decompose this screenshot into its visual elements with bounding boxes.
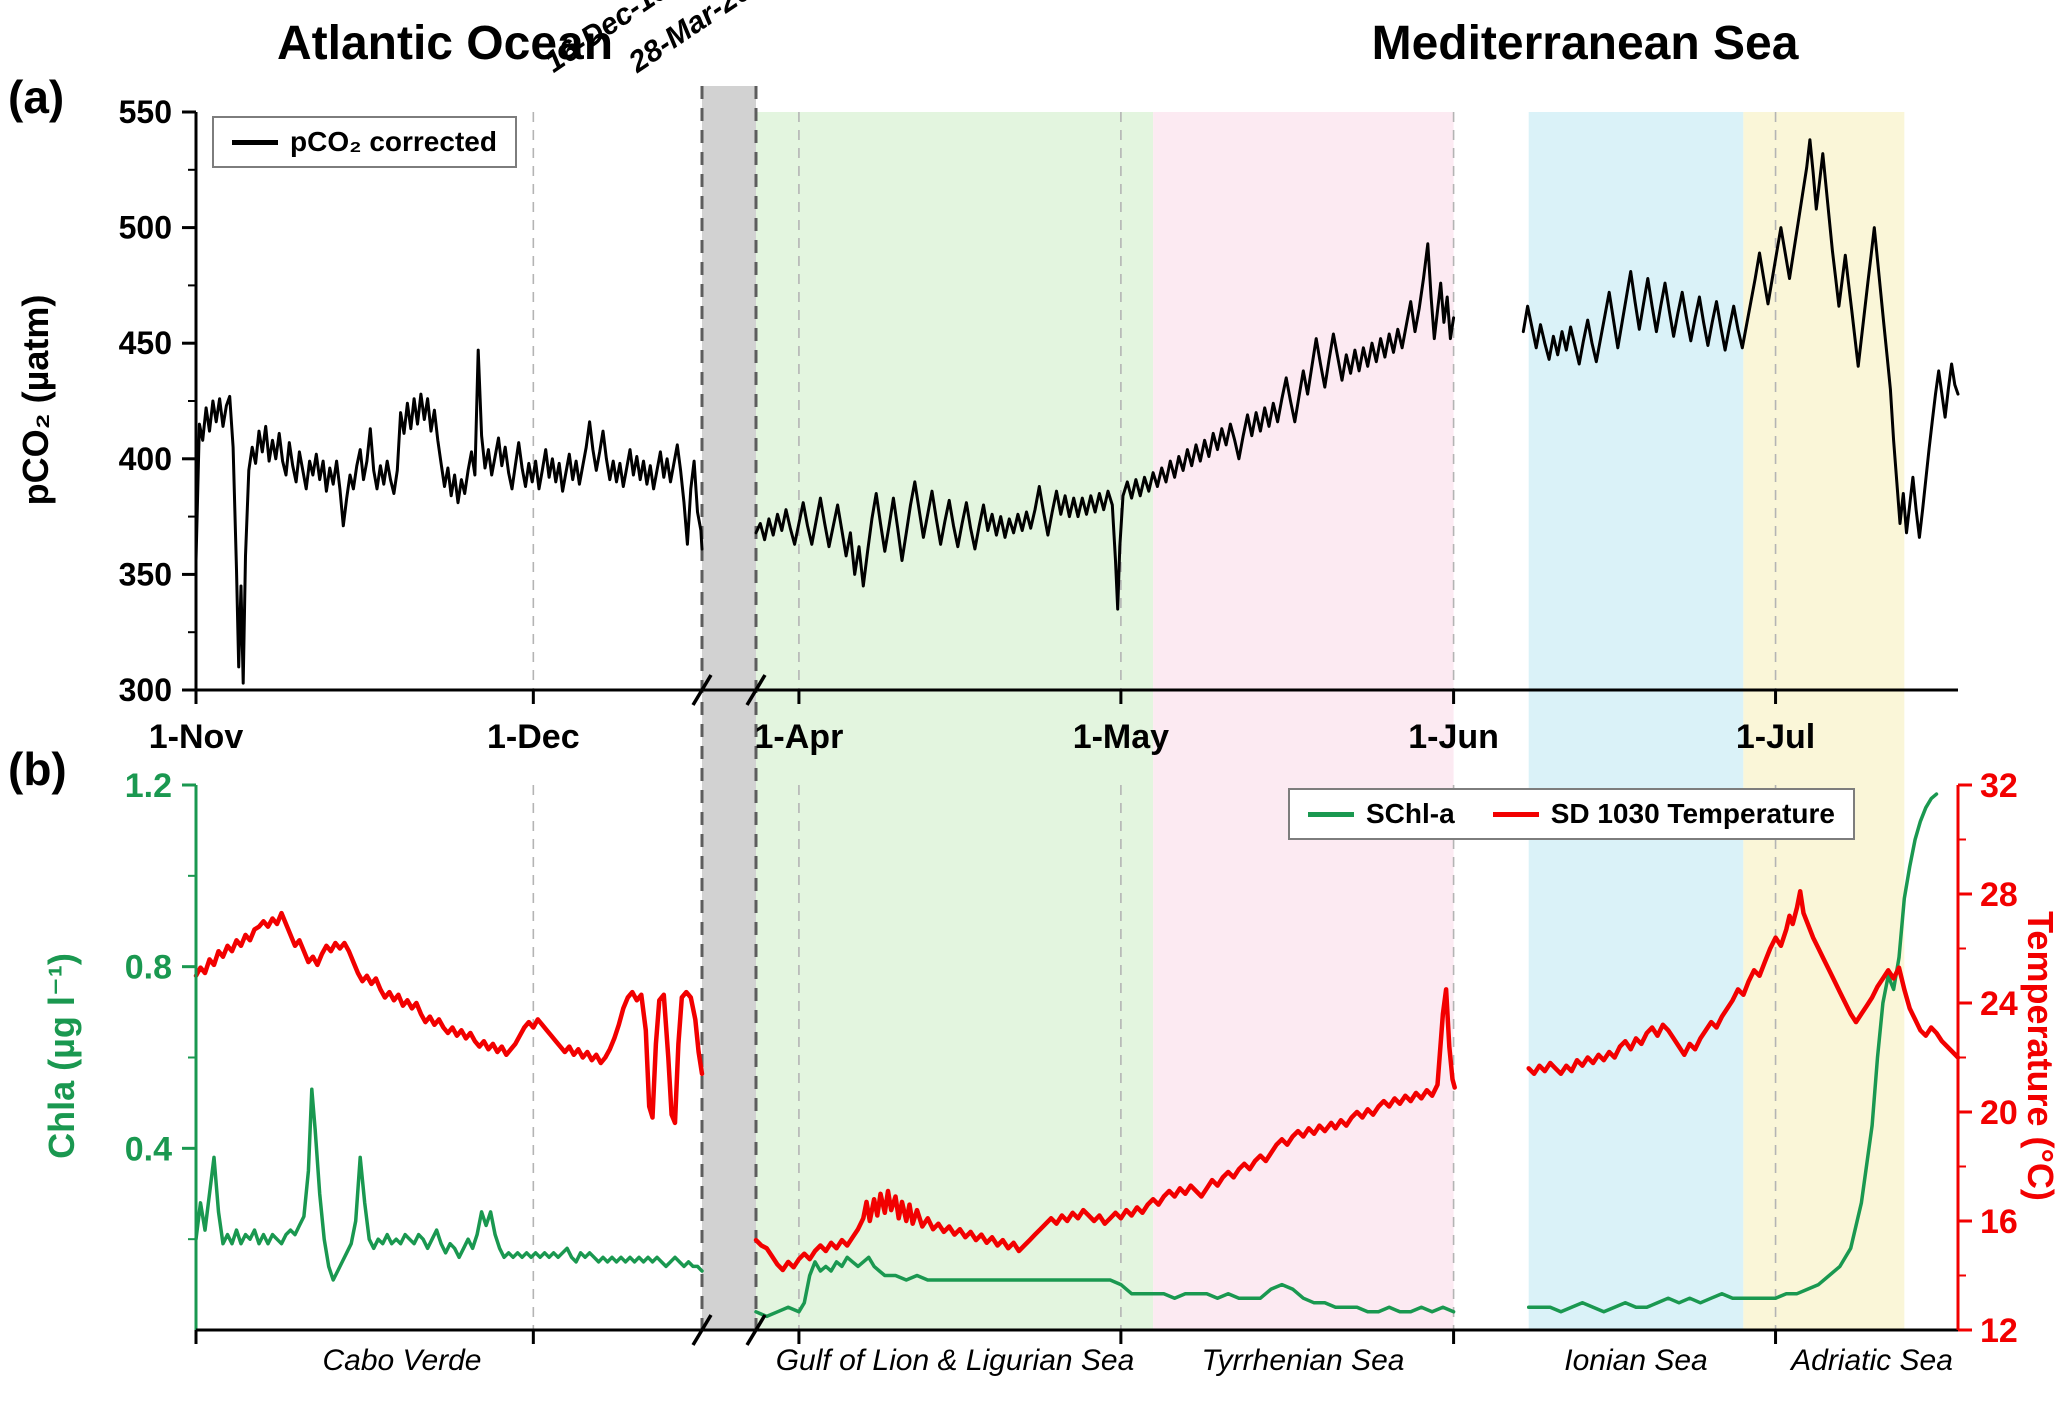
region-label-adriatic-sea: Adriatic Sea [1791,1344,1953,1377]
region-label-ionian-sea: Ionian Sea [1564,1344,1708,1377]
temperature-tick-label: 28 [1980,876,2018,914]
x-tick-label: 1-May [1073,718,1169,756]
series-temp [1526,889,1961,1077]
pco2-legend: pCO₂ corrected [212,116,517,168]
region-label-gulf-of-lion: Gulf of Lion & Ligurian Sea [775,1344,1135,1377]
schla-legend-swatch [1308,811,1354,817]
axis-break-mark [691,1314,713,1346]
pco2-legend-swatch [232,139,278,145]
series-temp [753,987,1457,1273]
panel-b-letter: (b) [8,743,67,795]
region-label-tyrrhenian-sea: Tyrrhenian Sea [1201,1344,1405,1377]
schla-legend-label: SChl-a [1366,798,1455,829]
chla-tick-label: 0.8 [125,949,172,987]
region-label-cabo-verde: Cabo Verde [322,1344,482,1377]
temperature-tick-label: 12 [1980,1312,2018,1350]
pco2-axis-label: pCO₂ (µatm) [15,294,56,506]
temperature-tick-label: 24 [1980,985,2018,1023]
series-pco2 [194,348,704,685]
axis-break-mark [745,1314,767,1346]
panel-a-letter: (a) [8,71,65,123]
region-ionian [1528,112,1744,1330]
chla-tick-label: 0.4 [125,1130,172,1168]
mediterranean-sea-title: Mediterranean Sea [1371,17,1799,70]
series-temp [193,910,705,1126]
pco2-tick-label: 300 [119,672,172,708]
pco2-tick-label: 350 [119,556,172,592]
x-tick-label: 1-Dec [487,718,580,756]
region-tyrrhenian [1153,112,1454,1330]
region-adriatic [1743,112,1905,1330]
temperature-legend-swatch [1492,811,1539,817]
axis-break-mark [745,674,767,706]
pco2-tick-label: 450 [119,325,172,361]
series-pco2 [754,242,1456,611]
series-chla [194,1087,704,1282]
x-tick-label: 1-Nov [149,718,244,756]
temperature-axis-label: Temperature (°C) [2020,911,2061,1201]
pco2-tick-label: 550 [119,94,172,130]
axis-break-mark [691,674,713,706]
temperature-tick-label: 16 [1980,1203,2018,1241]
series-pco2 [1521,138,1960,539]
chla-tick-label: 1.2 [125,767,172,805]
x-tick-label: 1-Jul [1736,718,1815,756]
pco2-legend-label: pCO₂ corrected [290,126,497,157]
x-tick-label: 1-Jun [1408,718,1499,756]
series-chla [754,1255,1456,1319]
pco2-tick-label: 500 [119,210,172,246]
break-band [702,86,756,1330]
panel-b-legend: SChl-a SD 1030 Temperature [1288,788,1855,840]
temperature-tick-label: 32 [1980,767,2018,805]
temperature-tick-label: 20 [1980,1094,2018,1132]
atlantic-ocean-title: Atlantic Ocean [276,17,614,70]
region-gulf [756,112,1154,1330]
pco2-tick-label: 400 [119,441,172,477]
x-tick-label: 1-Apr [755,718,844,756]
temperature-legend-label: SD 1030 Temperature [1550,798,1835,829]
chla-axis-label: Chla (µg l⁻¹) [41,953,82,1159]
